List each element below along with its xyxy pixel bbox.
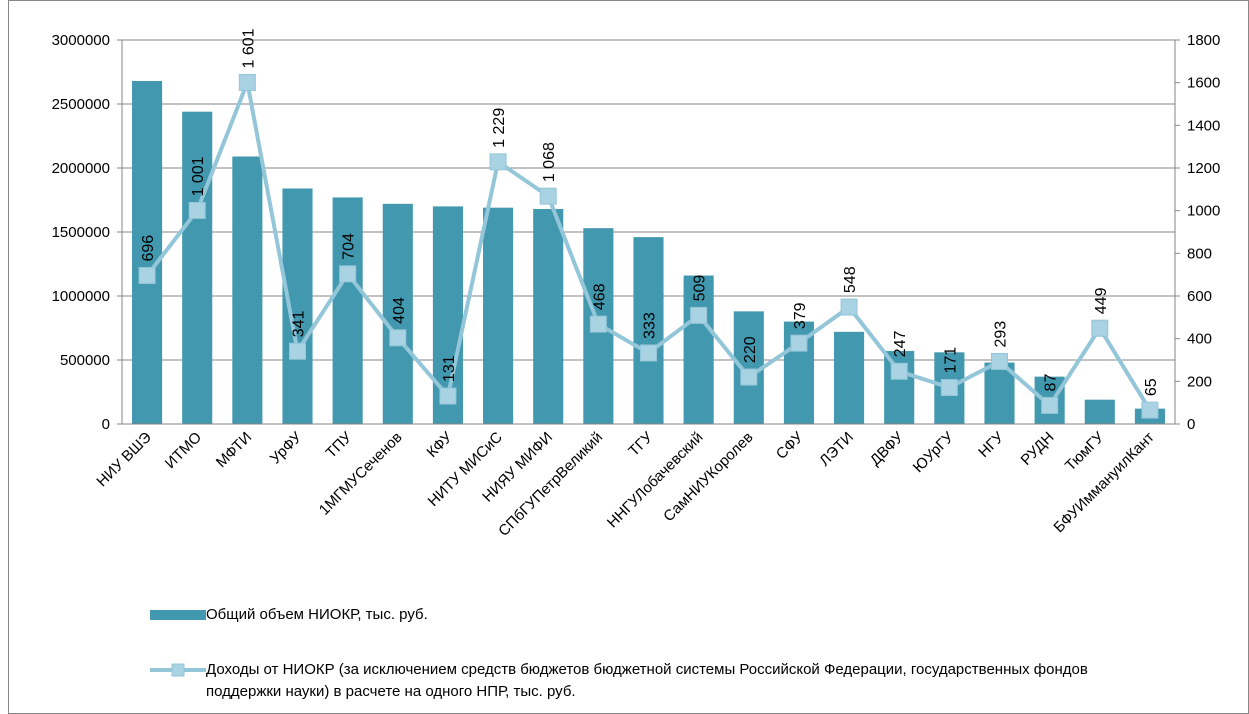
y-tick-label: 0	[102, 416, 110, 433]
marker	[840, 298, 858, 316]
data-label: 1 068	[541, 142, 558, 182]
legend-label: Доходы от НИОКР (за исключением средств …	[206, 661, 1088, 700]
y-tick-label: 1000000	[52, 288, 110, 305]
marker	[539, 187, 557, 205]
marker	[1141, 401, 1159, 419]
bar	[282, 188, 313, 424]
y2-tick-label: 0	[1187, 416, 1195, 433]
y2-tick-label: 1000	[1187, 203, 1220, 220]
data-label: 341	[291, 310, 308, 337]
x-tick-label: ТПУ	[323, 428, 356, 461]
x-tick-label: БФУИммануилКант	[1050, 429, 1157, 536]
y2-tick-label: 400	[1187, 331, 1212, 348]
marker	[188, 201, 206, 219]
x-tick-label: ТюмГУ	[1062, 428, 1108, 474]
marker	[640, 344, 657, 362]
data-label: 1 001	[190, 156, 207, 196]
legend-label: Общий объем НИОКР, тыс. руб.	[206, 606, 428, 623]
data-label: 404	[391, 297, 408, 324]
x-tick-label: ТГУ	[625, 428, 656, 459]
y2-tick-label: 1400	[1187, 117, 1220, 134]
marker	[289, 342, 306, 360]
y2-tick-label: 600	[1187, 288, 1212, 305]
data-label: 704	[341, 233, 358, 260]
bar	[1084, 399, 1115, 424]
data-label: 509	[692, 275, 709, 302]
x-tick-label: НГУ	[975, 428, 1007, 460]
data-label: 65	[1143, 378, 1160, 396]
x-tick-label: СФУ	[773, 428, 807, 462]
y-tick-label: 500000	[60, 352, 110, 369]
marker	[339, 265, 357, 283]
marker	[439, 387, 457, 405]
legend-swatch-rect	[150, 610, 206, 620]
x-tick-label: ЮУрГУ	[910, 428, 958, 476]
bar	[533, 208, 564, 424]
marker	[589, 315, 607, 333]
data-label: 131	[441, 355, 458, 382]
y2-tick-label: 1200	[1187, 160, 1220, 177]
marker	[690, 306, 708, 324]
x-tick-label: СамНИУКоролев	[660, 429, 756, 525]
marker	[740, 368, 758, 386]
bar	[884, 351, 915, 424]
legend-bar: Общий объем НИОКР, тыс. руб.	[150, 604, 1136, 626]
y2-tick-label: 1600	[1187, 75, 1220, 92]
data-label: 1 601	[240, 28, 257, 68]
marker	[890, 362, 908, 380]
y-tick-label: 2500000	[52, 96, 110, 113]
marker	[489, 153, 507, 171]
bar	[382, 203, 413, 424]
bar	[332, 197, 363, 424]
y-tick-label: 2000000	[52, 160, 110, 177]
bar	[182, 111, 213, 425]
marker	[790, 334, 808, 352]
bar	[834, 331, 865, 424]
x-tick-label: ИТМО	[162, 429, 205, 472]
data-label: 171	[942, 347, 959, 374]
data-label: 468	[591, 283, 608, 310]
marker	[1091, 319, 1109, 337]
data-label: 548	[842, 266, 859, 293]
marker	[940, 379, 958, 397]
marker	[238, 73, 256, 91]
x-tick-label: ННГУЛобачевский	[604, 429, 707, 532]
marker	[991, 352, 1008, 370]
bar	[633, 237, 664, 424]
marker	[138, 267, 156, 285]
x-tick-label: НИУ ВШЭ	[93, 429, 155, 491]
data-label: 333	[642, 312, 659, 339]
legend-swatch	[150, 663, 206, 677]
data-label: 449	[1093, 287, 1110, 314]
y-tick-label: 1500000	[52, 224, 110, 241]
legend-marker	[171, 663, 185, 677]
x-tick-label: КФУ	[424, 428, 456, 460]
marker	[389, 329, 407, 347]
x-tick-label: ЛЭТИ	[816, 429, 857, 470]
y2-tick-label: 200	[1187, 373, 1212, 390]
bar	[483, 207, 514, 424]
legend-line: Доходы от НИОКР (за исключением средств …	[150, 659, 1136, 703]
data-label: 87	[1043, 374, 1060, 392]
y-tick-label: 3000000	[52, 32, 110, 49]
data-label: 220	[742, 336, 759, 363]
legend-swatch	[150, 610, 206, 620]
data-label: 696	[140, 235, 157, 262]
marker	[1041, 396, 1059, 414]
data-label: 293	[993, 321, 1010, 348]
y2-tick-label: 800	[1187, 245, 1212, 262]
data-label: 247	[892, 331, 909, 358]
x-tick-label: ДВФУ	[867, 428, 908, 469]
y2-tick-label: 1800	[1187, 32, 1220, 49]
x-tick-label: РУДН	[1017, 429, 1057, 469]
bar	[683, 275, 714, 424]
bar	[132, 80, 163, 425]
x-tick-label: УрФУ	[267, 428, 306, 467]
data-label: 1 229	[491, 108, 508, 148]
bar	[232, 156, 263, 425]
data-label: 379	[792, 302, 809, 329]
x-tick-label: МФТИ	[213, 429, 255, 471]
